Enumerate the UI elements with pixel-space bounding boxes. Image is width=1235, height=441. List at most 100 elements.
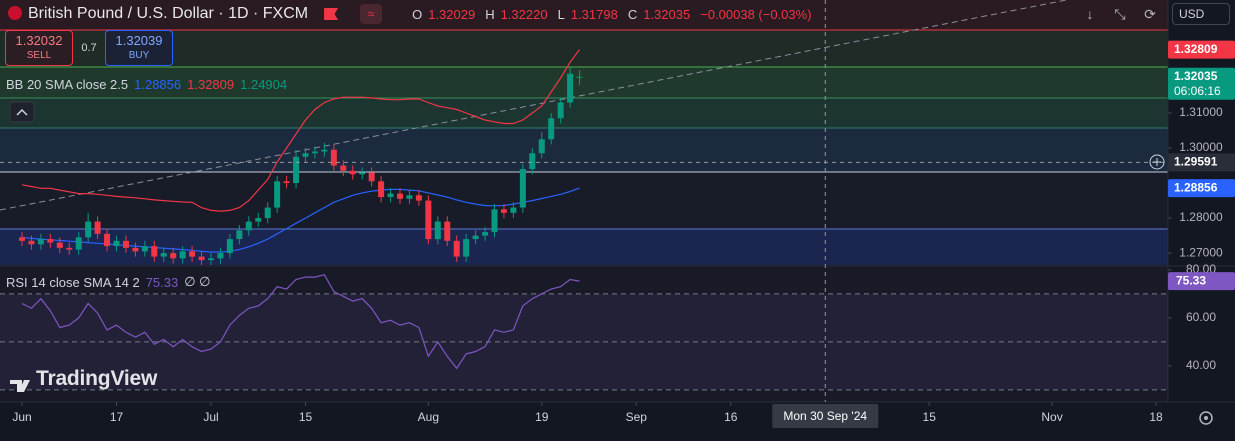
y-tick-label: 1.28000 bbox=[1179, 210, 1223, 224]
x-tick-label: Nov bbox=[1041, 410, 1062, 424]
candle-body bbox=[538, 139, 545, 154]
candle-body bbox=[283, 181, 290, 184]
candle-body bbox=[122, 240, 129, 248]
ohlc-key: O bbox=[412, 6, 423, 22]
currency: USD bbox=[1179, 7, 1205, 21]
crosshair-date-box bbox=[772, 404, 879, 428]
candle-body bbox=[434, 221, 441, 240]
candle-body bbox=[293, 156, 300, 184]
ohlc-value: 1.32029 bbox=[428, 6, 476, 22]
rsi-pane bbox=[0, 266, 1168, 402]
ohlc-key: L bbox=[557, 6, 565, 22]
x-tick-label: Jul bbox=[203, 410, 218, 424]
trade-panel: 1.32032 SELL 0.7 1.32039 BUY bbox=[5, 30, 173, 66]
zone bbox=[0, 30, 1168, 67]
candle-body bbox=[274, 181, 281, 208]
price-label-box bbox=[1168, 153, 1235, 172]
buy-button[interactable]: 1.32039 BUY bbox=[105, 30, 173, 66]
candle-body bbox=[264, 207, 271, 219]
candle-body bbox=[94, 221, 101, 234]
ohlc-key: C bbox=[627, 6, 638, 22]
candle-body bbox=[179, 251, 186, 259]
price-label-box bbox=[1168, 67, 1235, 100]
candle-body bbox=[415, 195, 422, 201]
change: −0.00038 (−0.03%) bbox=[700, 6, 812, 22]
settings-button[interactable] bbox=[1199, 411, 1213, 425]
buy-label: BUY bbox=[128, 50, 150, 61]
candle-body bbox=[510, 207, 517, 213]
zone bbox=[0, 172, 1168, 229]
collapse-icon bbox=[16, 108, 28, 116]
candle-body bbox=[198, 256, 205, 261]
candle-body bbox=[425, 200, 432, 240]
add-button[interactable] bbox=[1149, 154, 1165, 170]
y-tick-label: 1.31000 bbox=[1179, 105, 1223, 119]
ohlc-value: 1.32220 bbox=[500, 6, 548, 22]
currency-select[interactable]: USD bbox=[1172, 3, 1230, 25]
ohlc-key: H bbox=[485, 6, 495, 22]
candle-body bbox=[321, 149, 328, 152]
candle-body bbox=[28, 240, 35, 245]
x-tick-label: 19 bbox=[535, 410, 549, 424]
price-label-box bbox=[1168, 40, 1235, 59]
ohlc-value: 1.32035 bbox=[643, 6, 691, 22]
logo-icon bbox=[10, 380, 30, 392]
candle-body bbox=[387, 193, 394, 198]
sell-price: 1.32032 bbox=[15, 33, 63, 48]
price-label: 1.32035 bbox=[1174, 69, 1218, 83]
candle-body bbox=[349, 170, 356, 175]
x-tick-label: Aug bbox=[418, 410, 439, 424]
sell-button[interactable]: 1.32032 SELL bbox=[5, 30, 73, 66]
candle-body bbox=[500, 209, 507, 213]
countdown: 06:06:16 bbox=[1174, 84, 1221, 98]
scroll-button[interactable]: ↓ bbox=[1086, 6, 1094, 22]
indicator-icon[interactable]: ≈ bbox=[360, 4, 383, 24]
candle-body bbox=[37, 239, 44, 245]
settings-icon bbox=[1204, 416, 1208, 420]
candle-body bbox=[56, 242, 63, 248]
candle-body bbox=[482, 232, 489, 236]
trend-line bbox=[0, 0, 1070, 211]
candle-body bbox=[311, 151, 318, 154]
candle-body bbox=[302, 153, 309, 157]
logo: TradingView bbox=[36, 367, 157, 391]
reset-button[interactable]: ⟳ bbox=[1144, 5, 1156, 22]
symbol-flag bbox=[8, 6, 22, 20]
candle-body bbox=[236, 230, 243, 240]
candle-body bbox=[104, 233, 111, 247]
legend-value: 1.28856 bbox=[134, 77, 182, 92]
legend-value: 1.24904 bbox=[240, 77, 288, 92]
price-label: 1.32809 bbox=[1174, 42, 1218, 56]
candle-body bbox=[245, 221, 252, 231]
candle-body bbox=[47, 239, 54, 243]
candle-body bbox=[189, 251, 196, 257]
candle-body bbox=[444, 221, 451, 241]
candle-body bbox=[18, 237, 25, 241]
y-tick-label: 1.30000 bbox=[1179, 140, 1223, 154]
axes: 1.27000 1.28000 1.30000 1.31000 Jun 17 Jul 15 Au… bbox=[0, 0, 1235, 428]
header-zone bbox=[0, 0, 1168, 30]
symbol-title: British Pound / U.S. Dollar · 1D · FXCM bbox=[28, 5, 309, 22]
candle-body bbox=[226, 239, 233, 254]
candle-body bbox=[151, 246, 158, 257]
legend-extra: ∅ ∅ bbox=[184, 274, 211, 289]
rsi-label-box bbox=[1168, 272, 1235, 291]
bb-legend: BB 20 SMA close 2.5 1.28856 1.32809 1.24… bbox=[6, 77, 287, 92]
flag-icon bbox=[324, 8, 339, 20]
candle-body bbox=[359, 172, 366, 175]
collapse-button[interactable] bbox=[9, 101, 35, 123]
candle-body bbox=[132, 247, 139, 252]
spread: 0.7 bbox=[81, 42, 97, 54]
collapse-button[interactable]: ⤡ bbox=[1114, 5, 1126, 22]
candle-body bbox=[340, 165, 347, 171]
candle-body bbox=[368, 172, 375, 182]
legend-title: BB 20 SMA close 2.5 bbox=[6, 77, 129, 92]
candle-body bbox=[548, 118, 555, 140]
header: British Pound / U.S. Dollar · 1D · FXCM … bbox=[28, 4, 816, 24]
zone bbox=[0, 98, 1168, 128]
price-label: 1.28856 bbox=[1174, 180, 1218, 194]
legend-value: 75.33 bbox=[145, 274, 179, 290]
candle-body bbox=[406, 195, 413, 199]
